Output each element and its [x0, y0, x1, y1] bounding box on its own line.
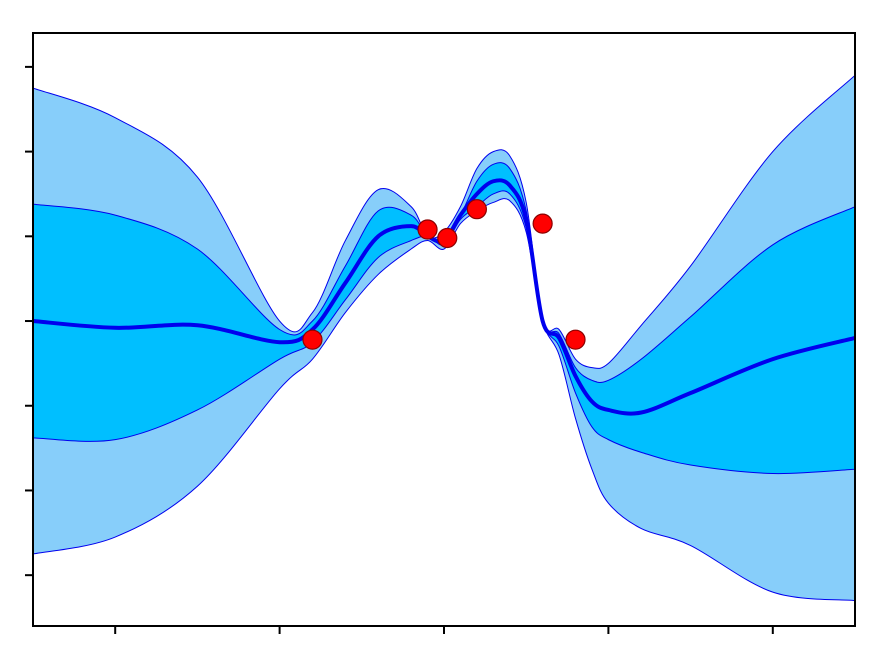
observation-point: [532, 213, 553, 234]
observation-points: [302, 199, 586, 350]
inner-confidence-band: [33, 162, 855, 475]
observation-point: [417, 219, 438, 240]
observation-point: [466, 199, 487, 220]
plot-frame: [32, 32, 856, 627]
observation-point: [437, 227, 458, 249]
observation-point: [565, 329, 586, 350]
axis-ticks: [25, 65, 774, 634]
mean-line: [33, 178, 855, 416]
observation-point: [302, 329, 323, 350]
outer-confidence-band: [33, 74, 855, 602]
confidence-bands: [33, 74, 855, 602]
mean-line-group: [33, 178, 855, 416]
